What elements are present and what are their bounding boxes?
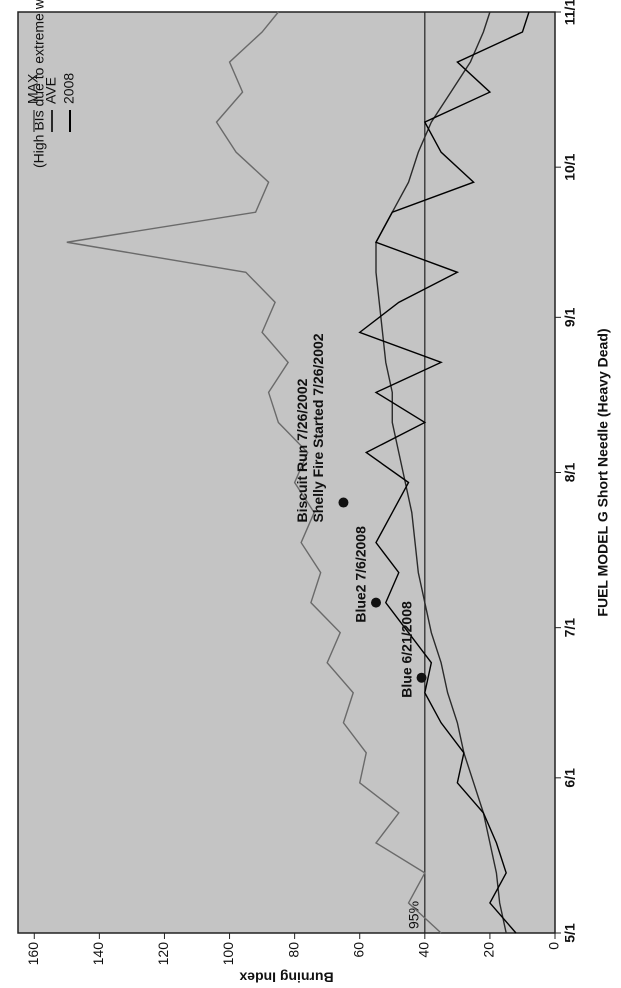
y-tick-label: 40 <box>416 942 432 958</box>
event-label: Blue2 7/6/2008 <box>353 526 369 623</box>
x-tick-label: 5/1 <box>562 923 578 943</box>
series-line <box>358 11 530 934</box>
y-tick-label: 20 <box>481 942 497 958</box>
x-tick-label: 8/1 <box>562 463 578 483</box>
y-tick-label: 80 <box>285 942 301 958</box>
event-label: Biscuit Run 7/26/2002 <box>294 378 310 522</box>
event-marker <box>371 597 381 608</box>
y-tick-label: 160 <box>25 942 41 966</box>
x-tick-label: 10/1 <box>562 153 578 180</box>
y-axis-title: Burning Index <box>239 969 333 985</box>
event-label: Blue 6/21/2008 <box>398 601 414 698</box>
event-marker <box>338 497 349 508</box>
plot-background <box>17 11 556 934</box>
series-line <box>66 11 442 934</box>
x-tick-label: 11/1 <box>562 0 578 25</box>
legend-label: 2008 <box>61 73 77 104</box>
y-tick-label: 100 <box>220 942 236 966</box>
x-axis-title: FUEL MODEL G Short Needle (Heavy Dead) <box>595 328 611 616</box>
y-tick-label: 140 <box>90 942 106 966</box>
event-label: Shelly Fire Started 7/26/2002 <box>310 333 326 522</box>
legend-label: MAX <box>25 73 41 104</box>
event-marker <box>416 672 427 683</box>
y-tick-label: 60 <box>350 942 366 958</box>
x-tick-label: 6/1 <box>562 768 578 788</box>
y-tick-label: 120 <box>155 942 171 966</box>
series-line <box>375 11 507 934</box>
x-tick-label: 7/1 <box>562 618 578 638</box>
y-tick-label: 0 <box>546 942 562 950</box>
threshold-label: 95% <box>406 901 422 929</box>
x-tick-label: 9/1 <box>562 307 578 327</box>
legend-label: AVE <box>43 77 59 104</box>
rotated-chart: 0 20 40 60 80 100 120 140 160 5/1 6/1 7/1 8/1 9/1 10/1… <box>17 0 611 985</box>
